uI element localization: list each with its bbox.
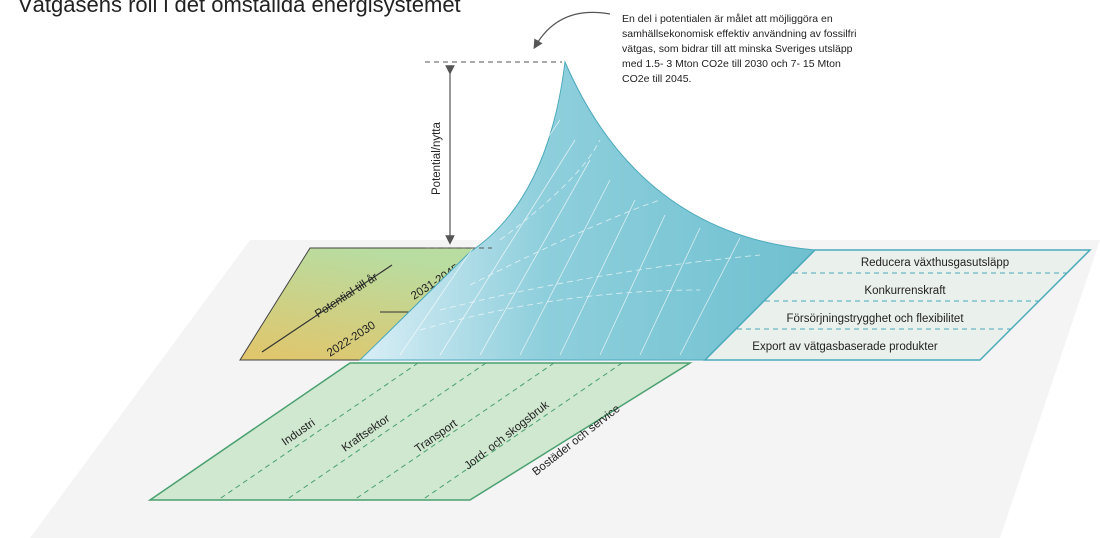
diagram: Vätgasens roll i det omställda energisys…: [0, 0, 1100, 538]
pointer-arrow: [536, 12, 610, 45]
axis-label: Potential/nytta: [431, 122, 443, 195]
title: Vätgasens roll i det omställda energisys…: [18, 0, 461, 17]
benefit-label: Försörjningstrygghet och flexibilitet: [786, 313, 964, 325]
potential-surface: [360, 62, 815, 360]
annotation-line: En del i potentialen är målet att möjlig…: [622, 13, 833, 25]
benefit-label: Konkurrenskraft: [864, 285, 946, 297]
annotation-line: vätgas, som bidrar till att minska Sveri…: [622, 43, 853, 55]
annotation-line: med 1.5- 3 Mton CO2e till 2030 och 7- 15…: [622, 58, 841, 70]
benefit-label: Reducera växthusgasutsläpp: [861, 257, 1009, 269]
annotation-line: samhällsekonomisk effektiv användning av…: [622, 28, 856, 40]
benefit-label: Export av vätgasbaserade produkter: [752, 341, 938, 353]
annotation-line: CO2e till 2045.: [622, 73, 691, 85]
annotation: En del i potentialen är målet att möjlig…: [622, 13, 856, 85]
page: {"header": {"title": "Vätgasens roll i d…: [0, 0, 1100, 538]
